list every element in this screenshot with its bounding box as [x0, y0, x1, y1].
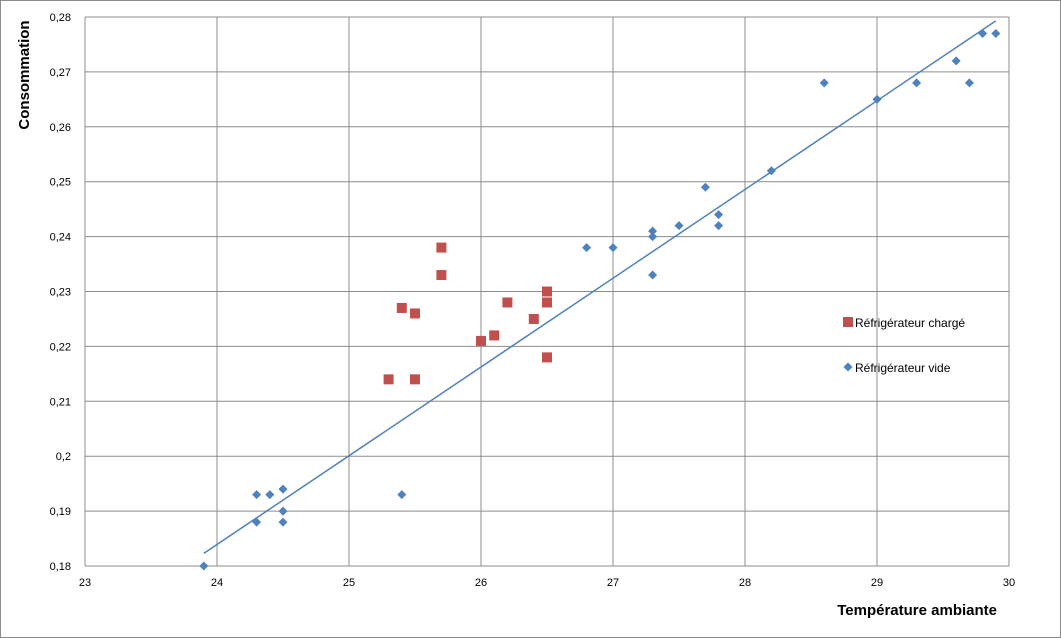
data-point-charge	[396, 302, 407, 313]
x-tick-label: 26	[475, 577, 487, 589]
x-axis-ticks: 23 24 25 26 27 28 29 30	[79, 577, 1015, 589]
data-point-vide	[199, 561, 209, 571]
data-point-vide	[674, 221, 684, 231]
data-point-charge	[383, 374, 394, 385]
data-point-charge	[542, 297, 552, 308]
x-tick-label: 24	[211, 577, 223, 589]
y-axis-title: Consommation	[16, 20, 33, 129]
data-points	[199, 28, 1001, 571]
legend: Réfrigérateur chargé Réfrigérateur vide	[843, 316, 965, 375]
data-point-vide	[582, 243, 592, 253]
data-point-charge	[542, 286, 552, 297]
y-tick-label: 0,2	[56, 451, 71, 463]
gridlines	[84, 16, 1010, 567]
x-tick-label: 25	[343, 577, 355, 589]
data-point-vide	[819, 78, 829, 88]
trendline	[203, 20, 997, 554]
data-point-charge	[502, 297, 513, 308]
data-point-charge	[489, 330, 500, 341]
data-point-vide	[265, 490, 275, 500]
x-tick-label: 23	[79, 577, 91, 589]
y-tick-label: 0,25	[50, 177, 71, 189]
y-tick-label: 0,28	[50, 12, 71, 24]
data-point-vide	[252, 490, 262, 500]
y-tick-label: 0,21	[50, 396, 71, 408]
data-point-vide	[991, 28, 1001, 38]
data-point-vide	[278, 484, 288, 494]
data-point-vide	[278, 506, 288, 516]
data-point-vide	[766, 166, 776, 176]
data-point-charge	[436, 242, 447, 253]
y-tick-label: 0,22	[50, 341, 71, 353]
data-point-charge	[436, 270, 447, 281]
data-point-vide	[252, 517, 262, 527]
data-point-vide	[912, 78, 922, 88]
data-point-vide	[951, 56, 961, 66]
data-point-vide	[964, 78, 974, 88]
data-point-vide	[714, 210, 724, 220]
data-point-vide	[648, 232, 658, 242]
data-point-vide	[714, 221, 724, 231]
data-point-vide	[872, 94, 882, 104]
x-tick-label: 27	[607, 577, 619, 589]
legend-marker	[843, 317, 853, 327]
data-point-vide	[278, 517, 288, 527]
y-tick-label: 0,18	[50, 561, 71, 573]
trendline-group	[203, 20, 997, 554]
x-tick-label: 30	[1003, 577, 1015, 589]
y-tick-label: 0,26	[50, 122, 71, 134]
legend-label: Réfrigérateur chargé	[855, 316, 965, 330]
data-point-vide	[397, 490, 407, 500]
data-point-charge	[542, 352, 552, 363]
y-axis-ticks: 0,18 0,19 0,2 0,21 0,22 0,23 0,24 0,25 0,26 0,27 0…	[50, 12, 71, 573]
data-point-charge	[476, 335, 486, 346]
data-point-vide	[608, 243, 618, 253]
y-tick-label: 0,27	[50, 67, 71, 79]
x-tick-label: 29	[871, 577, 883, 589]
legend-marker	[843, 362, 853, 372]
data-point-vide	[978, 28, 988, 38]
data-point-vide	[648, 270, 658, 280]
y-tick-label: 0,19	[50, 506, 71, 518]
data-point-vide	[700, 182, 710, 192]
legend-label: Réfrigérateur vide	[855, 361, 951, 375]
data-point-charge	[528, 313, 539, 324]
y-tick-label: 0,24	[50, 232, 71, 244]
y-tick-label: 0,23	[50, 287, 71, 299]
data-point-charge	[410, 374, 420, 385]
data-point-charge	[410, 308, 420, 319]
x-axis-title: Température ambiante	[837, 602, 997, 619]
x-tick-label: 28	[739, 577, 751, 589]
data-point-vide	[648, 226, 658, 236]
